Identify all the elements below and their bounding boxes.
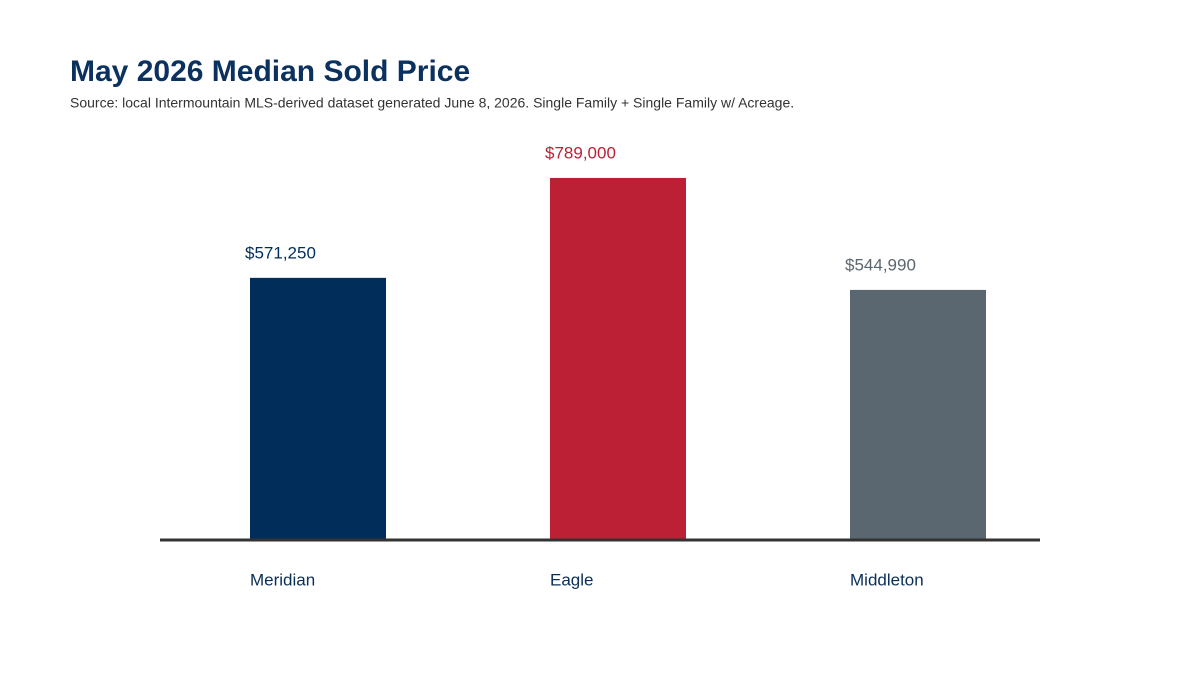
value-label: $544,990	[845, 255, 916, 274]
bar	[550, 177, 686, 541]
value-label: $789,000	[545, 143, 616, 162]
x-tick-label: Eagle	[550, 570, 593, 589]
x-tick-label: Meridian	[250, 570, 315, 589]
chart-subtitle: Source: local Intermountain MLS-derived …	[70, 95, 794, 111]
bar	[850, 289, 986, 540]
chart-title: May 2026 Median Sold Price	[70, 55, 470, 88]
x-tick-label: Middleton	[850, 570, 924, 589]
bar	[250, 277, 386, 540]
value-label: $571,250	[245, 243, 316, 262]
